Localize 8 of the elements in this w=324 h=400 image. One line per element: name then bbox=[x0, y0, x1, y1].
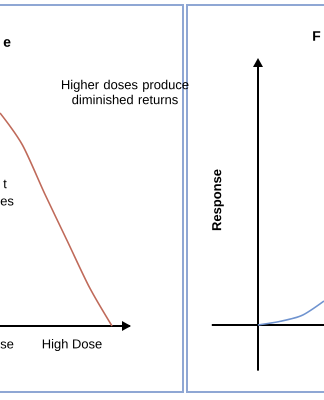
annotation: es bbox=[0, 198, 14, 206]
chart-title: F bbox=[313, 31, 320, 41]
chart-title: e bbox=[4, 39, 10, 47]
text: Higher doses produce diminished returns bbox=[62, 80, 188, 104]
y-axis-title: Response bbox=[212, 170, 224, 230]
text: se bbox=[0, 341, 14, 349]
annotation: t bbox=[3, 180, 7, 188]
text: High Dose bbox=[42, 338, 102, 352]
